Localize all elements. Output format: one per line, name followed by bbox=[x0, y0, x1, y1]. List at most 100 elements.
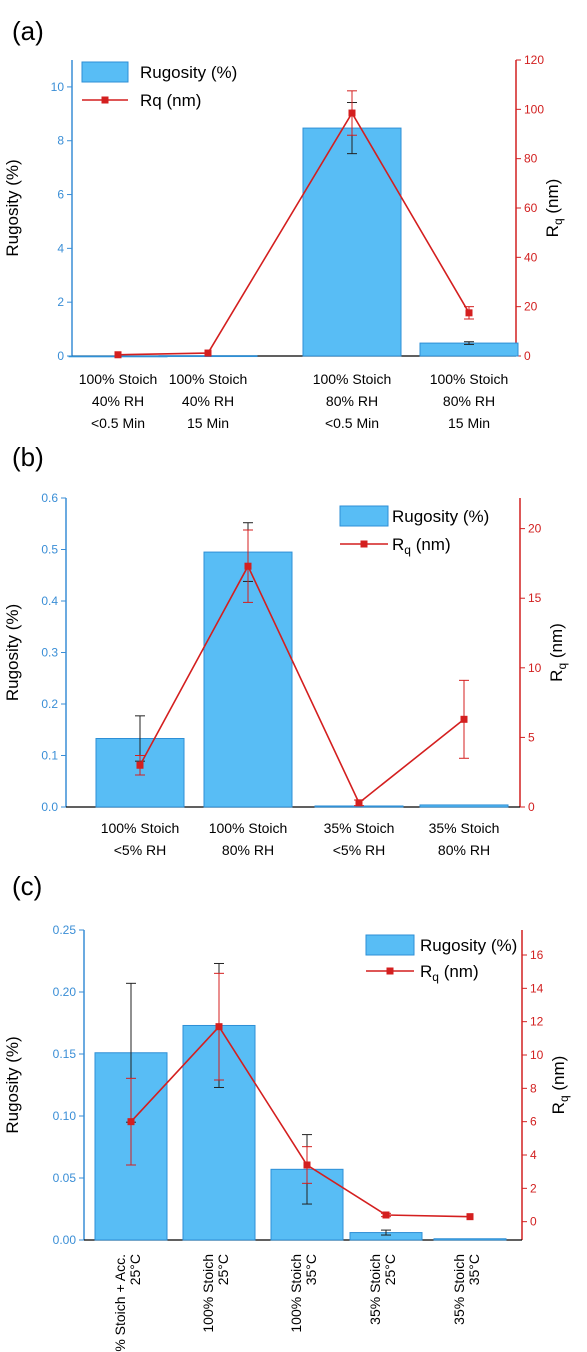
x-tick-label: 80% RH bbox=[438, 842, 490, 858]
right-tick-label: 100 bbox=[524, 102, 544, 116]
left-tick-label: 0.4 bbox=[41, 594, 58, 608]
y2-axis-title: Rq (nm) bbox=[549, 1056, 571, 1115]
legend-line-marker bbox=[101, 96, 109, 104]
x-tick-label: 80% RH bbox=[326, 393, 378, 409]
left-tick-label: 6 bbox=[57, 188, 64, 202]
y-axis-title: Rugosity (%) bbox=[3, 1036, 22, 1133]
chart-panel-2: (b) 0.0 0.1 0.2 0.3 0.4 0.5 0.6 0 5 10 15 20 Rugosity… bbox=[3, 442, 569, 858]
left-tick-label: 0.05 bbox=[53, 1171, 77, 1185]
right-tick-label: 4 bbox=[530, 1148, 537, 1162]
rq-point bbox=[114, 351, 122, 359]
x-tick-label: 35°C bbox=[466, 1254, 482, 1285]
left-tick-label: 10 bbox=[51, 80, 65, 94]
rq-point bbox=[348, 109, 356, 117]
legend-label-rugosity: Rugosity (%) bbox=[420, 936, 517, 955]
x-tick-label: <0.5 Min bbox=[325, 415, 379, 431]
rq-point bbox=[382, 1211, 390, 1219]
left-tick-label: 0.3 bbox=[41, 646, 58, 660]
right-tick-label: 0 bbox=[528, 800, 535, 814]
left-tick-label: 0.2 bbox=[41, 697, 58, 711]
right-tick-label: 14 bbox=[530, 981, 544, 995]
right-tick-label: 40 bbox=[524, 250, 538, 264]
left-tick-label: 0.10 bbox=[53, 1109, 77, 1123]
legend-line-marker bbox=[360, 540, 368, 548]
x-tick-label: <5% RH bbox=[114, 842, 167, 858]
legend-bar-swatch bbox=[339, 505, 389, 527]
x-tick-label: 100% Stoich bbox=[169, 371, 248, 387]
y2-axis-title: Rq (nm) bbox=[547, 623, 569, 682]
x-tick-label: 100% Stoich bbox=[200, 1254, 216, 1333]
x-tick-label: 15 Min bbox=[448, 415, 490, 431]
left-tick-label: 0 bbox=[57, 349, 64, 363]
right-tick-label: 60 bbox=[524, 201, 538, 215]
x-tick-label: 35% Stoich bbox=[324, 820, 395, 836]
right-tick-label: 2 bbox=[530, 1181, 537, 1195]
x-tick-label: 100% Stoich bbox=[313, 371, 392, 387]
left-tick-label: 0.0 bbox=[41, 800, 58, 814]
right-tick-label: 80 bbox=[524, 152, 538, 166]
rq-point bbox=[136, 761, 144, 769]
rq-line bbox=[139, 564, 465, 805]
rq-line bbox=[117, 111, 470, 356]
x-tick-label: <5% RH bbox=[333, 842, 386, 858]
left-tick-label: 0.5 bbox=[41, 543, 58, 557]
rq-point bbox=[204, 349, 212, 357]
right-tick-label: 20 bbox=[524, 300, 538, 314]
left-tick-label: 0.25 bbox=[53, 923, 77, 937]
right-tick-label: 120 bbox=[524, 53, 544, 67]
left-tick-label: 4 bbox=[57, 241, 64, 255]
x-tick-label: 80% RH bbox=[443, 393, 495, 409]
x-tick-label: 35°C bbox=[303, 1254, 319, 1285]
legend-bar-swatch bbox=[81, 61, 129, 83]
x-tick-label: 40% RH bbox=[92, 393, 144, 409]
panel-label: (b) bbox=[12, 442, 44, 472]
x-tick-label: 100% Stoich + Acc. bbox=[112, 1254, 128, 1352]
right-tick-label: 0 bbox=[524, 349, 531, 363]
right-tick-label: 20 bbox=[528, 522, 542, 536]
x-tick-label: <0.5 Min bbox=[91, 415, 145, 431]
legend-label-rq: Rq (nm) bbox=[140, 91, 201, 110]
left-tick-label: 0.15 bbox=[53, 1047, 77, 1061]
rq-point bbox=[127, 1118, 135, 1126]
right-tick-label: 6 bbox=[530, 1115, 537, 1129]
left-tick-label: 0.00 bbox=[53, 1233, 77, 1247]
right-tick-label: 5 bbox=[528, 730, 535, 744]
rq-point bbox=[465, 309, 473, 317]
y-axis-title: Rugosity (%) bbox=[3, 159, 22, 256]
bar bbox=[419, 804, 509, 808]
x-tick-label: 100% Stoich bbox=[430, 371, 509, 387]
right-tick-label: 0 bbox=[530, 1215, 537, 1229]
left-tick-label: 0.20 bbox=[53, 985, 77, 999]
x-tick-label: 100% Stoich bbox=[288, 1254, 304, 1333]
left-tick-label: 0.1 bbox=[41, 749, 58, 763]
left-tick-label: 2 bbox=[57, 295, 64, 309]
x-tick-label: 35% Stoich bbox=[451, 1254, 467, 1325]
left-tick-label: 8 bbox=[57, 134, 64, 148]
x-tick-label: 25°C bbox=[127, 1254, 143, 1285]
x-tick-label: 100% Stoich bbox=[209, 820, 288, 836]
legend-bar-swatch bbox=[365, 934, 415, 956]
x-tick-label: 35% Stoich bbox=[367, 1254, 383, 1325]
rq-point bbox=[303, 1161, 311, 1169]
left-tick-label: 0.6 bbox=[41, 491, 58, 505]
rq-point bbox=[355, 799, 363, 807]
right-tick-label: 10 bbox=[530, 1048, 544, 1062]
right-tick-label: 15 bbox=[528, 591, 542, 605]
legend-line-marker bbox=[386, 967, 394, 975]
rq-point bbox=[460, 715, 468, 723]
right-tick-label: 16 bbox=[530, 948, 544, 962]
x-tick-label: 100% Stoich bbox=[79, 371, 158, 387]
panel-label: (c) bbox=[12, 871, 42, 901]
rq-point bbox=[244, 562, 252, 570]
right-tick-label: 10 bbox=[528, 661, 542, 675]
x-tick-label: 25°C bbox=[215, 1254, 231, 1285]
x-tick-label: 100% Stoich bbox=[101, 820, 180, 836]
x-tick-label: 25°C bbox=[382, 1254, 398, 1285]
legend-label-rugosity: Rugosity (%) bbox=[392, 507, 489, 526]
right-tick-label: 12 bbox=[530, 1015, 544, 1029]
legend-label-rq: Rq (nm) bbox=[420, 962, 479, 984]
x-tick-label: 15 Min bbox=[187, 415, 229, 431]
panel-label: (a) bbox=[12, 16, 44, 46]
